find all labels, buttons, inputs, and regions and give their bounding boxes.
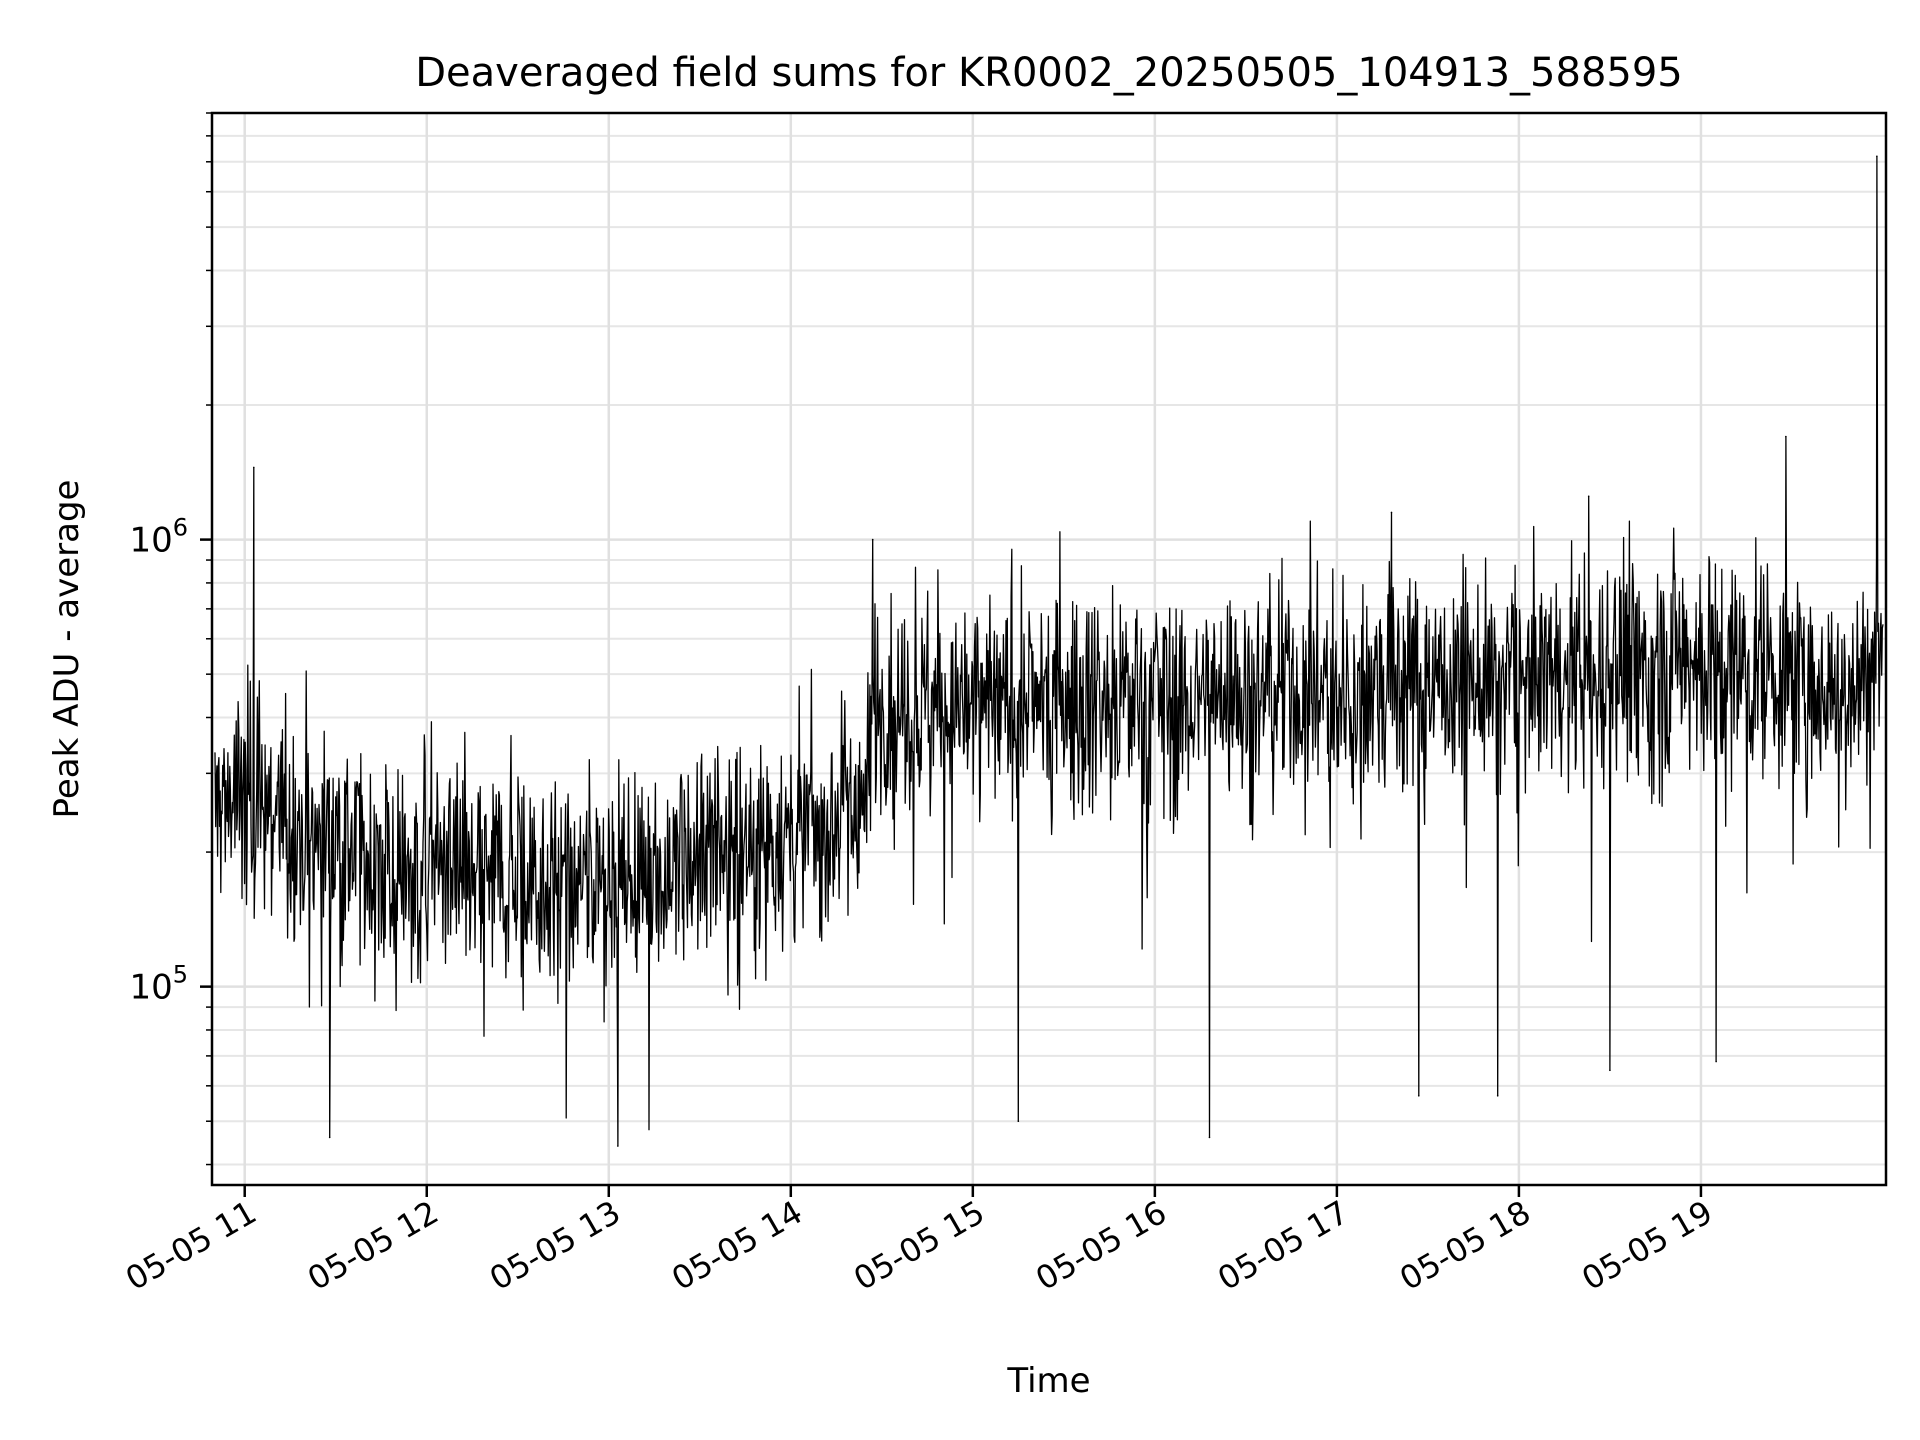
data-point-extreme	[617, 1145, 619, 1147]
data-point-extreme	[1587, 495, 1590, 498]
data-point-extreme	[1715, 1060, 1717, 1063]
data-point-extreme	[328, 1136, 331, 1139]
data-point-extreme	[1496, 1094, 1499, 1097]
y-tick-label: 105	[129, 961, 188, 1008]
data-point-extreme	[1609, 1069, 1611, 1072]
y-axis-label: Peak ADU - average	[47, 480, 87, 819]
data-point-extreme	[1208, 1136, 1211, 1139]
data-point-extreme	[1417, 1094, 1420, 1097]
plot-area-frame	[210, 111, 1888, 1187]
data-point-extreme	[871, 538, 874, 541]
series-line-layer	[213, 155, 1884, 1147]
series-line	[213, 155, 1884, 1147]
y-tick-label: 106	[129, 514, 188, 561]
data-point-extreme	[1017, 1120, 1020, 1123]
data-point-extreme	[253, 466, 255, 469]
y-axis: 105 106	[129, 112, 212, 1166]
x-axis-label: Time	[1006, 1361, 1090, 1401]
chart-title: Deaveraged field sums for KR0002_2025050…	[415, 50, 1683, 96]
data-point-extreme	[1785, 435, 1787, 438]
data-point-extreme	[1390, 511, 1393, 514]
data-point-extreme	[1876, 155, 1878, 158]
